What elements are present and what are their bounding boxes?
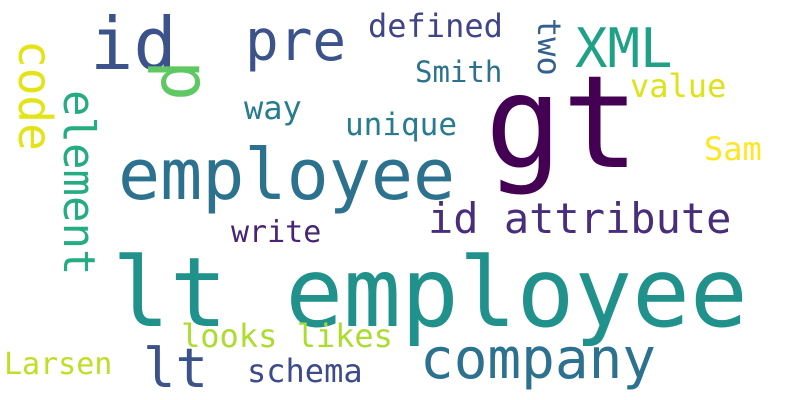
word-unique: unique xyxy=(345,107,457,143)
word-pre: pre xyxy=(245,9,347,74)
word-write: write xyxy=(231,215,322,250)
word-value: value xyxy=(630,67,727,105)
word-smith: Smith xyxy=(415,55,503,89)
word-looks-likes: looks likes xyxy=(181,317,393,355)
word-code: code xyxy=(8,40,62,151)
word-lt-employee: lt employee xyxy=(112,237,748,349)
word-gt: gt xyxy=(485,49,640,198)
word-employee: employee xyxy=(118,134,456,216)
word-schema: schema xyxy=(247,352,363,390)
word-p: p xyxy=(145,60,224,101)
word-xml: XML xyxy=(575,17,673,80)
word-sam: Sam xyxy=(704,130,762,168)
word-defined: defined xyxy=(368,7,503,45)
word-id: id xyxy=(90,2,177,86)
word-lt: lt xyxy=(143,337,209,400)
word-id-attribute: id attribute xyxy=(428,194,732,243)
word-way: way xyxy=(244,89,302,127)
word-larsen: Larsen xyxy=(4,347,113,382)
word-two: two xyxy=(530,18,568,76)
word-element: element xyxy=(53,90,104,276)
word-company: company xyxy=(420,327,657,392)
